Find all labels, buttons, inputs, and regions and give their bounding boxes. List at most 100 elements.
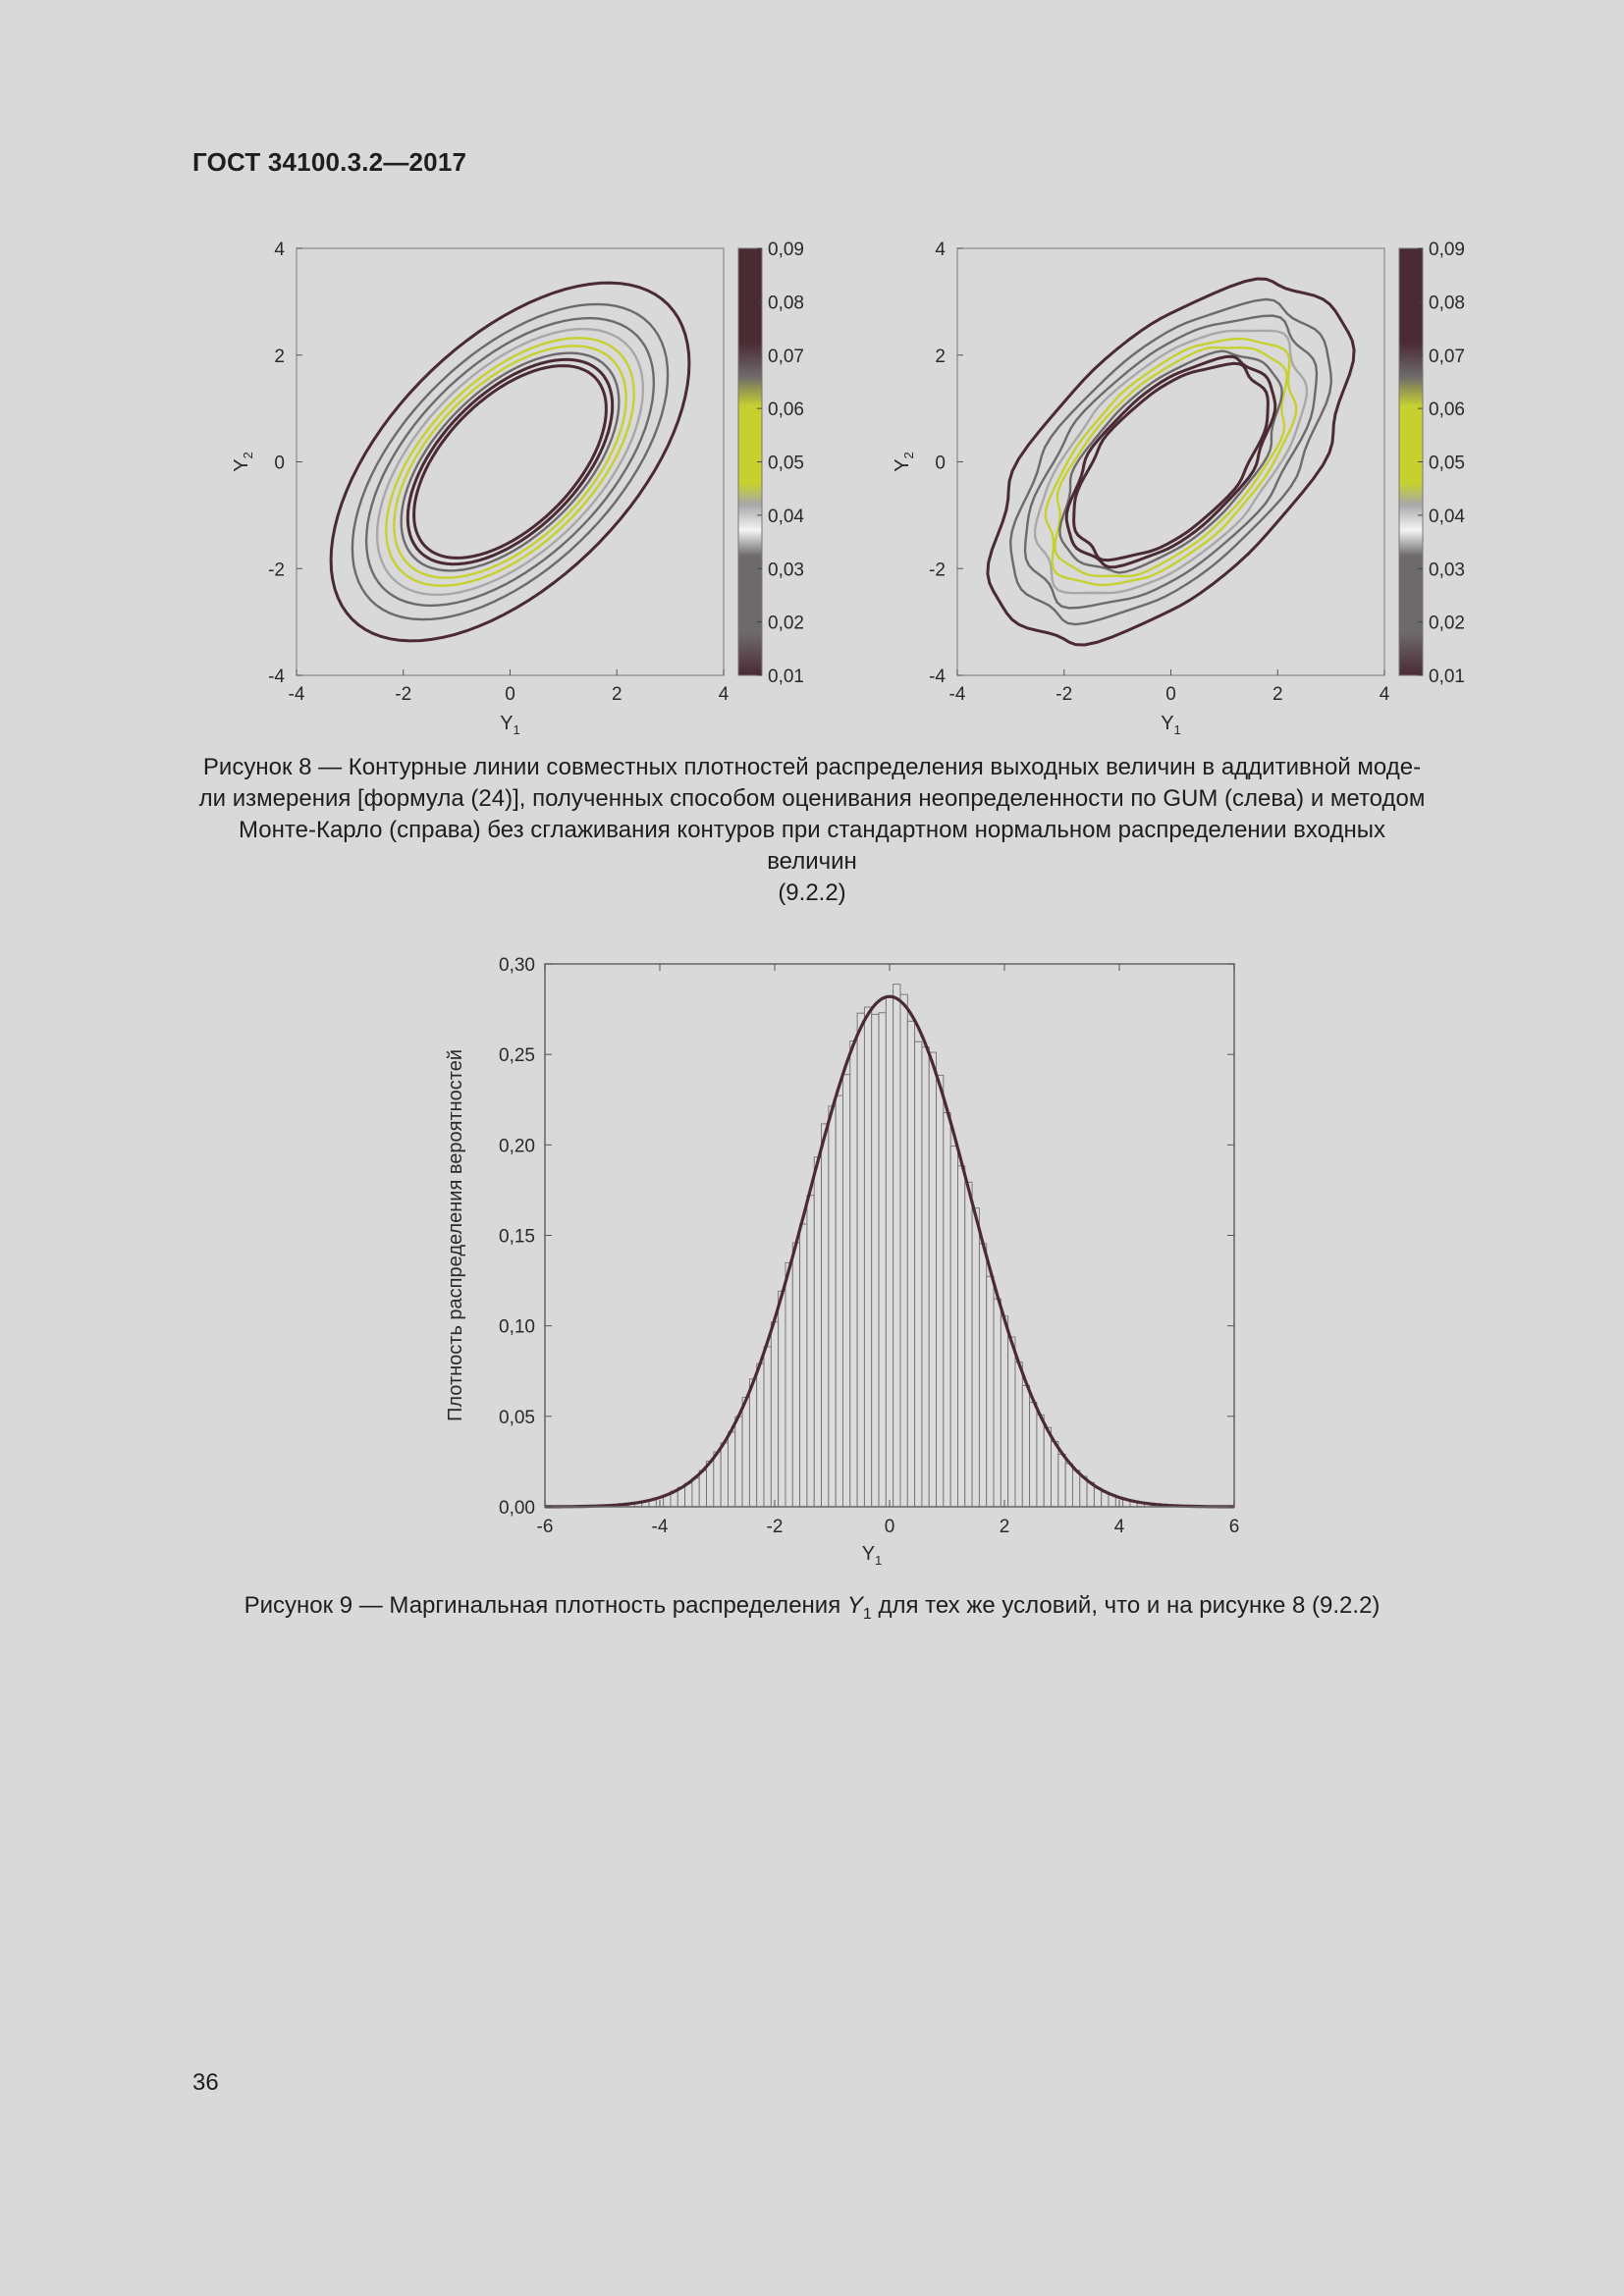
contour-line xyxy=(1023,314,1319,610)
figure-8-caption-line: ли измерения [формула (24)], полученных … xyxy=(198,785,1426,812)
colorbar-tick-label: 0,07 xyxy=(768,347,804,367)
histogram-bar xyxy=(835,1095,843,1508)
histogram-bar xyxy=(691,1477,700,1508)
x-tick-label: -4 xyxy=(949,684,966,705)
histogram-bar xyxy=(893,984,901,1508)
y-axis-label-text: Y2 xyxy=(892,452,916,472)
histogram-bar xyxy=(849,1041,858,1508)
y-tick-label: 0 xyxy=(935,454,946,474)
histogram-bar xyxy=(1021,1385,1031,1508)
colorbar-tick-label: 0,05 xyxy=(1429,454,1465,474)
histogram-bar xyxy=(684,1482,693,1508)
contour-line xyxy=(412,364,608,560)
histogram-bar xyxy=(878,1012,887,1508)
histogram-bar xyxy=(821,1123,830,1508)
y-axis-label: Плотность распределения вероятностей xyxy=(445,1049,466,1421)
histogram-bar xyxy=(756,1362,765,1508)
x-tick-label: -4 xyxy=(289,684,305,705)
colorbar-tick-label: 0,06 xyxy=(768,400,804,420)
histogram-bar xyxy=(863,1006,873,1508)
contour-line xyxy=(1033,329,1309,595)
histogram-bar xyxy=(698,1469,707,1508)
histogram-bar xyxy=(1064,1463,1073,1508)
histogram-bar xyxy=(914,1041,923,1508)
y-tick-label: 4 xyxy=(274,240,285,260)
contour-line xyxy=(1064,354,1277,569)
figure-9-caption-variable: Y xyxy=(846,1592,863,1619)
y-tick-label: 0,25 xyxy=(499,1045,535,1066)
y-tick-label: -4 xyxy=(929,667,946,687)
figure-9-caption: Рисунок 9 — Маргинальная плотность распр… xyxy=(192,1590,1432,1630)
histogram-bar xyxy=(936,1074,945,1508)
histogram-bar xyxy=(921,1046,930,1508)
x-tick-label: 0 xyxy=(505,684,515,705)
histogram-bar xyxy=(899,993,908,1508)
x-tick-label: 4 xyxy=(719,684,730,705)
contour-line xyxy=(1072,361,1270,562)
colorbar-tick-label: 0,06 xyxy=(1429,400,1465,420)
colorbar-tick-label: 0,03 xyxy=(1429,560,1465,580)
histogram-bar xyxy=(993,1298,1001,1508)
marginal-density-histogram: -6 -4 -2 0 2 4 6 0,30 0,25 0,20 0,15 0,10 0,05 0,00 Y1… xyxy=(445,955,1240,1568)
histogram-bar xyxy=(885,995,894,1508)
figure-9-caption-before: Рисунок 9 — Маргинальная плотность распр… xyxy=(244,1592,847,1619)
histogram-bar xyxy=(928,1051,937,1508)
x-tick-label: 4 xyxy=(1114,1517,1125,1537)
figure-8-caption-line: Рисунок 8 — Контурные линии совместных п… xyxy=(202,754,1422,780)
contour-line xyxy=(1044,337,1298,587)
x-axis-label: Y1 xyxy=(862,1543,883,1568)
histogram-bar xyxy=(763,1346,772,1508)
y-tick-label: 0 xyxy=(274,454,285,474)
histogram-bar xyxy=(1072,1469,1081,1508)
x-tick-label: -2 xyxy=(1056,684,1072,705)
contour-line xyxy=(375,327,645,597)
x-tick-label: -4 xyxy=(652,1517,669,1537)
y-axis-label: Y2 xyxy=(892,452,916,472)
y-tick-label: -2 xyxy=(929,560,946,580)
histogram-bar xyxy=(856,1012,865,1508)
histogram-bar xyxy=(1007,1336,1016,1508)
colorbar-tick-label: 0,05 xyxy=(768,454,804,474)
figure-8-caption: Рисунок 8 — Контурные линии совместных п… xyxy=(192,752,1432,909)
x-axis-label-text: Y1 xyxy=(1161,713,1181,737)
histogram-bar xyxy=(748,1378,758,1508)
colorbar-tick-label: 0,02 xyxy=(768,614,804,634)
x-axis-label-text: Y1 xyxy=(862,1543,883,1568)
histogram-bar xyxy=(770,1321,780,1508)
contour-line xyxy=(406,357,615,566)
x-tick-label: 6 xyxy=(1229,1517,1240,1537)
histogram-bar xyxy=(713,1451,722,1508)
histogram-bar xyxy=(806,1195,815,1508)
histogram-bar xyxy=(720,1442,729,1508)
histogram-bar xyxy=(1029,1402,1038,1508)
x-axis-label-text: Y1 xyxy=(500,713,520,737)
x-tick-label: 0 xyxy=(885,1517,895,1537)
y-tick-label: 0,10 xyxy=(499,1317,535,1338)
colorbar-tick-label: 0,08 xyxy=(1429,293,1465,313)
x-tick-label: -2 xyxy=(767,1517,784,1537)
histogram-bar xyxy=(791,1242,801,1508)
histogram-bar xyxy=(741,1397,750,1508)
contour-line xyxy=(986,277,1356,647)
density-curve xyxy=(545,994,1234,1509)
y-tick-label: 0,30 xyxy=(499,955,535,976)
histogram-bar xyxy=(949,1146,958,1508)
y-tick-label: 0,00 xyxy=(499,1498,535,1519)
x-tick-label: -2 xyxy=(395,684,411,705)
histogram-bar xyxy=(778,1290,786,1508)
contour-plot-gum: -4 -2 0 2 4 4 2 0 -2 -4 Y1 Y2 0,09 0,08 0,07 0,06 0,05 0,… xyxy=(231,240,804,737)
x-tick-label: 4 xyxy=(1380,684,1390,705)
colorbar-tick-label: 0,09 xyxy=(1429,240,1465,260)
x-tick-label: 2 xyxy=(1000,1517,1010,1537)
histogram-bar xyxy=(978,1243,988,1508)
y-tick-label: 0,20 xyxy=(499,1136,535,1156)
document-header: ГОСТ 34100.3.2—2017 xyxy=(192,147,467,177)
contour-line xyxy=(400,351,621,572)
y-tick-label: 0,05 xyxy=(499,1408,535,1428)
histogram-bar xyxy=(986,1275,995,1508)
histogram-bar xyxy=(1043,1426,1052,1508)
histogram-bar xyxy=(734,1415,743,1508)
histogram-bar xyxy=(828,1105,837,1508)
colorbar-tick-label: 0,08 xyxy=(768,293,804,313)
figure-9-caption-after: для тех же условий, что и на рисунке 8 (… xyxy=(871,1592,1380,1619)
